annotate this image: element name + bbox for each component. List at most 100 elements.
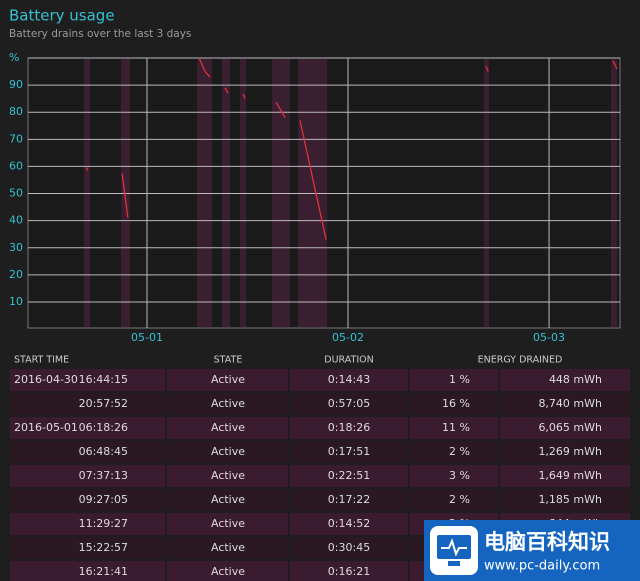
table-cell [410, 489, 498, 511]
table-cell [500, 369, 630, 391]
cell-duration: 0:18:26 [328, 421, 370, 434]
table-cell [410, 393, 498, 415]
drain-line [275, 101, 286, 118]
table-cell [167, 417, 288, 439]
table-cell [290, 441, 408, 463]
cell-time: 07:37:13 [79, 469, 128, 482]
cell-percent: 16 % [442, 397, 470, 410]
drain-line [242, 93, 246, 99]
table-cell [167, 441, 288, 463]
table-cell [167, 369, 288, 391]
cell-percent: 1 % [449, 373, 470, 386]
cell-energy: 6,065 mWh [538, 421, 602, 434]
logo-stand [448, 561, 460, 566]
active-band [240, 59, 247, 327]
cell-time: 06:48:45 [79, 445, 128, 458]
x-tick-label: 05-02 [332, 331, 364, 344]
cell-time: 09:27:05 [79, 493, 128, 506]
table-cell [10, 537, 165, 559]
drain-line [224, 87, 229, 94]
table-cell [500, 417, 630, 439]
active-band [84, 59, 90, 327]
logo-pulse [441, 538, 467, 557]
table-cell [10, 561, 165, 581]
cell-time: 20:57:52 [79, 397, 128, 410]
y-tick-label: 20 [9, 268, 23, 281]
table-cell [167, 513, 288, 535]
cell-time: 16:21:41 [79, 565, 128, 578]
table-cell [167, 537, 288, 559]
cell-time: 15:22:57 [79, 541, 128, 554]
cell-duration: 0:17:51 [328, 445, 370, 458]
table-cell [290, 393, 408, 415]
active-band [272, 59, 290, 327]
watermark-name: 电脑百科知识 [484, 530, 610, 554]
active-band [610, 59, 617, 327]
watermark-url: www.pc-daily.com [484, 559, 600, 574]
cell-duration: 0:14:52 [328, 517, 370, 530]
table-cell [500, 465, 630, 487]
table-cell [500, 393, 630, 415]
table-cell [290, 513, 408, 535]
cell-duration: 0:30:45 [328, 541, 370, 554]
cell-energy: 1,185 mWh [538, 493, 602, 506]
title: Battery usage [9, 7, 115, 25]
cell-energy: 448 mWh [549, 373, 602, 386]
cell-state: Active [211, 397, 245, 410]
active-band [197, 59, 212, 327]
drain-line [198, 57, 211, 78]
drain-line [485, 65, 489, 72]
cell-state: Active [211, 493, 245, 506]
cell-percent: 2 % [449, 493, 470, 506]
cell-duration: 0:22:51 [328, 469, 370, 482]
cell-duration: 0:57:05 [328, 397, 370, 410]
y-tick-label: % [9, 51, 19, 64]
table-cell [10, 393, 165, 415]
drain-line [299, 120, 327, 240]
cell-time: 11:29:27 [79, 517, 128, 530]
table-cell [290, 369, 408, 391]
cell-percent: 11 % [442, 421, 470, 434]
cell-time: 06:18:26 [79, 421, 128, 434]
cell-duration: 0:14:43 [328, 373, 370, 386]
cell-state: Active [211, 517, 245, 530]
x-tick-label: 05-01 [131, 331, 163, 344]
cell-energy: 1,269 mWh [538, 445, 602, 458]
cell-date: 2016-04-30 [14, 373, 78, 386]
column-header: START TIME [14, 355, 69, 366]
cell-state: Active [211, 373, 245, 386]
table-cell [410, 465, 498, 487]
cell-state: Active [211, 421, 245, 434]
active-band [297, 59, 328, 327]
watermark: 电脑百科知识 www.pc-daily.com [424, 520, 640, 581]
y-tick-label: 40 [9, 214, 23, 227]
cell-state: Active [211, 565, 245, 578]
cell-duration: 0:17:22 [328, 493, 370, 506]
table-cell [290, 561, 408, 581]
cell-energy: 1,649 mWh [538, 469, 602, 482]
table-cell [290, 537, 408, 559]
y-tick-label: 70 [9, 132, 23, 145]
table-cell [10, 465, 165, 487]
cell-percent: 3 % [449, 469, 470, 482]
table-cell [167, 561, 288, 581]
y-tick-label: 10 [9, 295, 23, 308]
cell-state: Active [211, 541, 245, 554]
column-header: DURATION [324, 355, 373, 366]
table-cell [410, 441, 498, 463]
x-tick-label: 05-03 [533, 331, 565, 344]
active-band [221, 59, 231, 327]
y-tick-label: 50 [9, 187, 23, 200]
cell-time: 16:44:15 [79, 373, 128, 386]
table-cell [290, 489, 408, 511]
drain-line [121, 173, 129, 218]
y-tick-label: 30 [9, 241, 23, 254]
table-cell [10, 441, 165, 463]
active-band [121, 59, 130, 327]
table-cell [410, 369, 498, 391]
drain-line [85, 167, 89, 171]
active-band [484, 59, 489, 327]
y-tick-label: 90 [9, 78, 23, 91]
cell-state: Active [211, 469, 245, 482]
